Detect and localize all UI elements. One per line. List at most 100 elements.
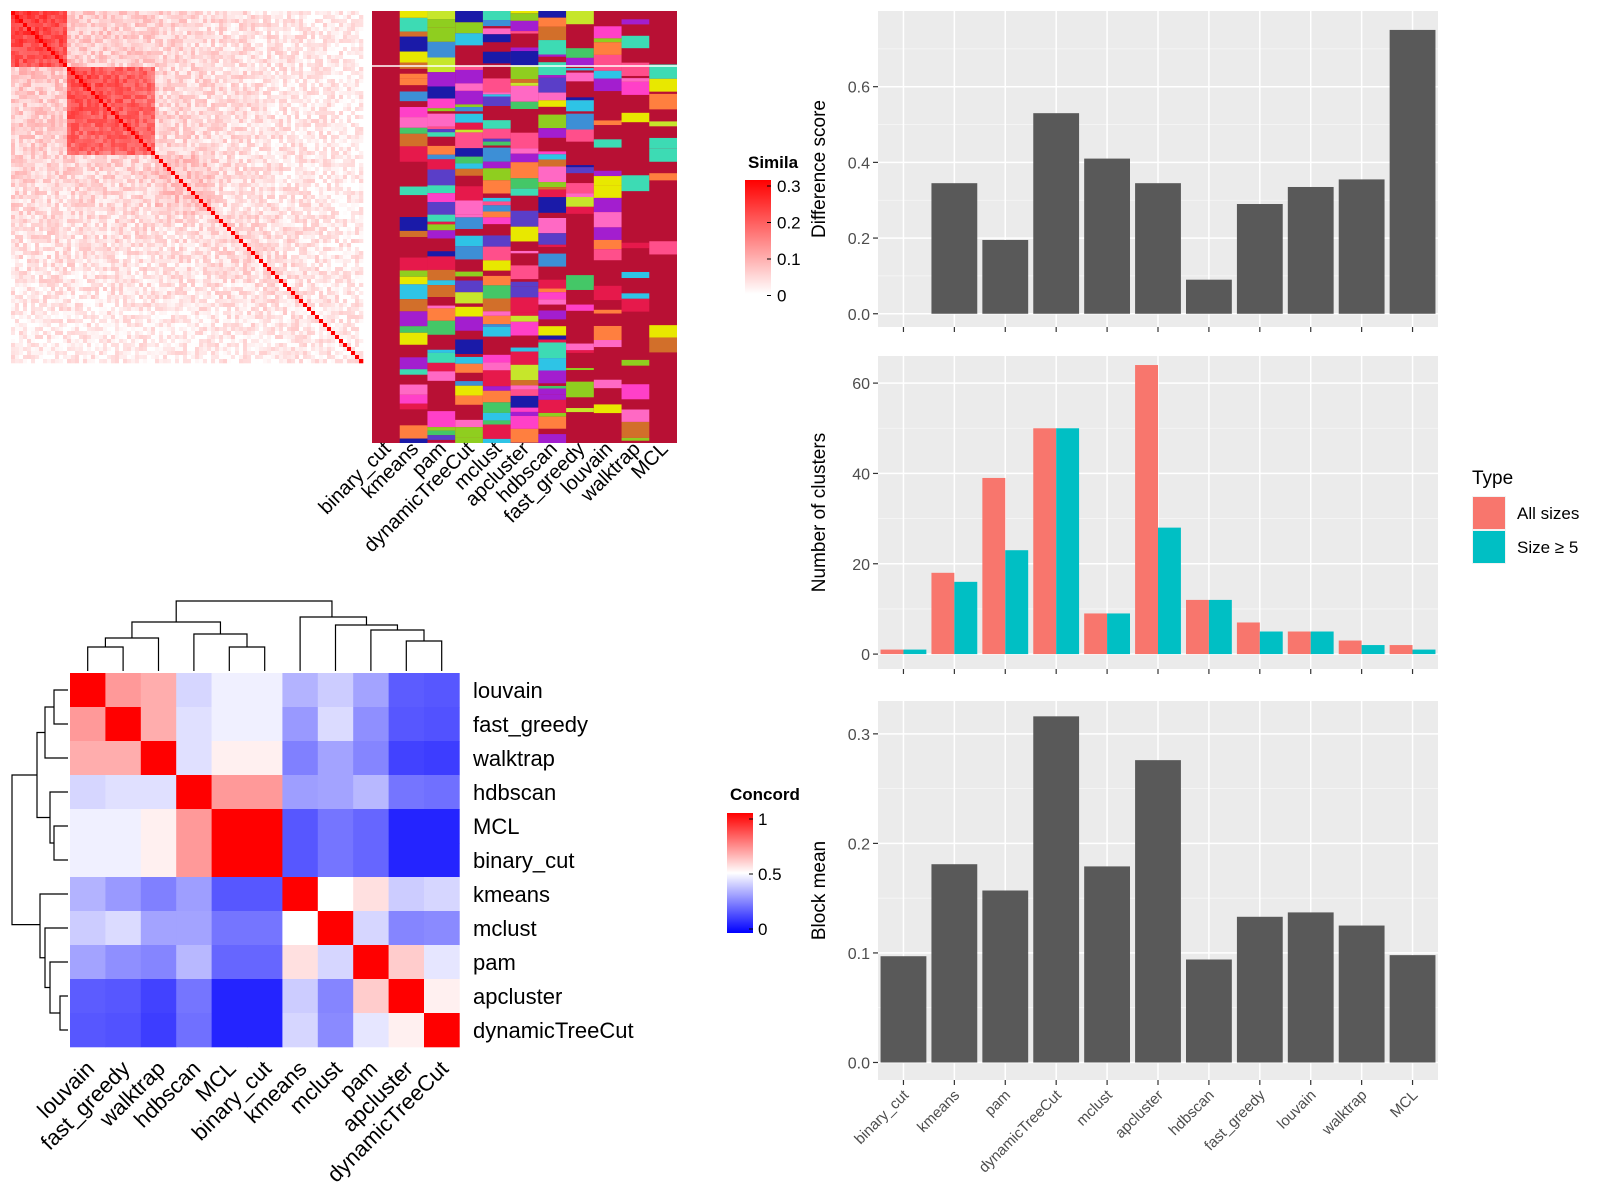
similarity-cell: [315, 39, 320, 44]
similarity-cell: [267, 235, 272, 240]
similarity-cell: [131, 83, 136, 88]
similarity-cell: [311, 119, 316, 124]
similarity-cell: [235, 27, 240, 32]
similarity-cell: [187, 167, 192, 172]
similarity-cell: [255, 195, 260, 200]
similarity-cell: [35, 19, 40, 24]
similarity-cell: [227, 207, 232, 212]
similarity-cell: [307, 219, 312, 224]
similarity-cell: [47, 67, 52, 72]
similarity-cell: [203, 143, 208, 148]
similarity-cell: [227, 55, 232, 60]
similarity-cell: [183, 111, 188, 116]
similarity-cell: [295, 31, 300, 36]
similarity-cell: [127, 123, 132, 128]
similarity-cell: [315, 75, 320, 80]
similarity-cell: [23, 199, 28, 204]
similarity-cell: [123, 131, 128, 136]
similarity-cell: [351, 59, 356, 64]
similarity-cell: [91, 75, 96, 80]
similarity-cell: [31, 211, 36, 216]
similarity-cell: [315, 171, 320, 176]
similarity-cell: [263, 179, 268, 184]
similarity-cell: [315, 147, 320, 152]
similarity-cell: [239, 59, 244, 64]
similarity-cell: [63, 147, 68, 152]
similarity-cell: [183, 191, 188, 196]
similarity-cell: [275, 63, 280, 68]
similarity-cell: [271, 203, 276, 208]
similarity-cell: [243, 135, 248, 140]
similarity-cell: [107, 11, 112, 16]
similarity-cell: [87, 139, 92, 144]
similarity-cell: [207, 107, 212, 112]
similarity-cell: [243, 107, 248, 112]
similarity-cell: [131, 71, 136, 76]
similarity-cell: [67, 111, 72, 116]
similarity-cell: [47, 207, 52, 212]
similarity-cell: [339, 31, 344, 36]
similarity-cell: [99, 207, 104, 212]
similarity-cell: [19, 107, 24, 112]
similarity-cell: [31, 51, 36, 56]
similarity-cell: [259, 175, 264, 180]
similarity-cell: [307, 123, 312, 128]
similarity-cell: [307, 199, 312, 204]
similarity-cell: [15, 219, 20, 224]
similarity-cell: [39, 19, 44, 24]
similarity-cell: [231, 79, 236, 84]
similarity-cell: [211, 15, 216, 20]
similarity-cell: [195, 47, 200, 52]
similarity-cell: [19, 127, 24, 132]
similarity-cell: [83, 199, 88, 204]
similarity-cell: [243, 11, 248, 16]
similarity-cell: [83, 151, 88, 156]
similarity-cell: [295, 47, 300, 52]
similarity-cell: [183, 27, 188, 32]
similarity-cell: [67, 103, 72, 108]
similarity-cell: [175, 119, 180, 124]
similarity-cell: [35, 35, 40, 40]
similarity-cell: [27, 235, 32, 240]
similarity-cell: [87, 87, 92, 92]
similarity-cell: [231, 47, 236, 52]
similarity-cell: [11, 203, 16, 208]
similarity-cell: [331, 191, 336, 196]
similarity-cell: [351, 47, 356, 52]
similarity-cell: [11, 123, 16, 128]
similarity-cell: [359, 11, 364, 16]
similarity-cell: [147, 47, 152, 52]
similarity-cell: [95, 75, 100, 80]
similarity-cell: [235, 123, 240, 128]
similarity-cell: [231, 235, 236, 240]
similarity-cell: [11, 131, 16, 136]
similarity-cell: [215, 27, 220, 32]
similarity-cell: [95, 159, 100, 164]
similarity-cell: [87, 63, 92, 68]
similarity-cell: [63, 111, 68, 116]
similarity-cell: [283, 203, 288, 208]
similarity-cell: [243, 231, 248, 236]
similarity-cell: [135, 99, 140, 104]
similarity-cell: [71, 15, 76, 20]
similarity-cell: [279, 43, 284, 48]
similarity-cell: [67, 207, 72, 212]
similarity-cell: [279, 95, 284, 100]
similarity-cell: [271, 171, 276, 176]
similarity-cell: [331, 19, 336, 24]
similarity-cell: [83, 127, 88, 132]
similarity-cell: [263, 99, 268, 104]
similarity-cell: [107, 203, 112, 208]
similarity-cell: [347, 183, 352, 188]
similarity-cell: [111, 203, 116, 208]
similarity-cell: [227, 39, 232, 44]
similarity-cell: [239, 199, 244, 204]
similarity-cell: [63, 223, 68, 228]
similarity-cell: [323, 187, 328, 192]
similarity-cell: [271, 63, 276, 68]
similarity-cell: [119, 183, 124, 188]
similarity-cell: [323, 211, 328, 216]
similarity-cell: [139, 123, 144, 128]
similarity-cell: [263, 63, 268, 68]
similarity-cell: [119, 59, 124, 64]
